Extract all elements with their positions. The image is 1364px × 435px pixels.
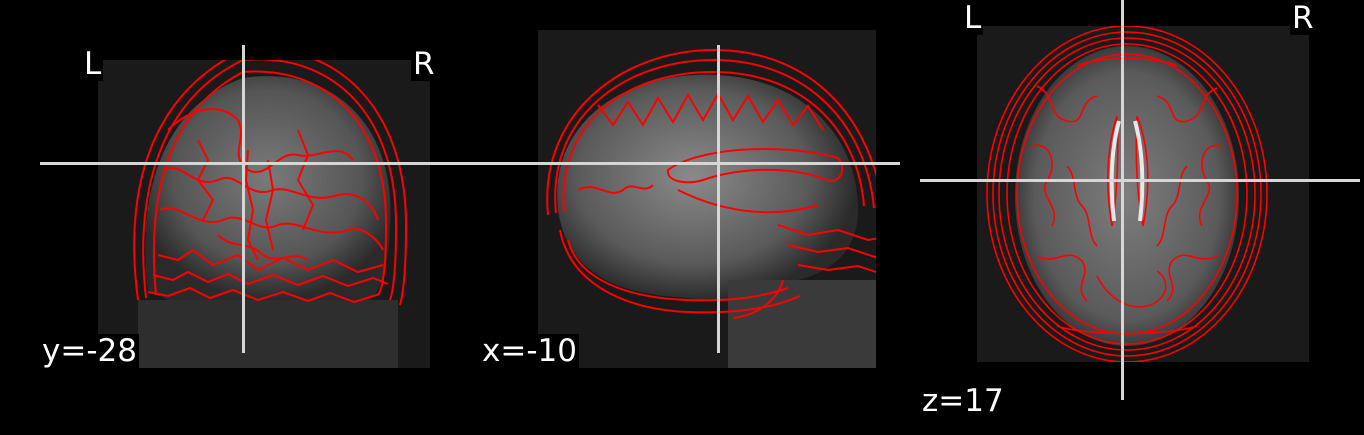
axial-coordinate-label: z=17 <box>920 383 1006 419</box>
sagittal-slice-image <box>538 30 876 368</box>
sagittal-view[interactable]: x=-10 <box>440 0 920 435</box>
axial-view[interactable]: L R z=17 <box>920 0 1364 435</box>
axial-slice-image <box>977 26 1309 362</box>
coronal-crosshair-vertical <box>242 45 245 353</box>
axial-crosshair-vertical <box>1121 0 1124 400</box>
axial-right-label: R <box>1290 0 1316 36</box>
sagittal-coordinate-label: x=-10 <box>480 333 579 369</box>
coronal-coordinate-label: y=-28 <box>40 333 139 369</box>
axial-crosshair-horizontal <box>920 179 1360 182</box>
axial-brain-graphic <box>986 26 1268 362</box>
coronal-view[interactable]: L R y=-28 <box>0 0 440 435</box>
coronal-right-label: R <box>411 46 437 82</box>
crosshair-horizontal-coronal-sagittal <box>40 162 900 165</box>
sagittal-crosshair-vertical <box>717 45 720 353</box>
axial-left-label: L <box>962 0 984 36</box>
coronal-brain-graphic <box>133 60 408 368</box>
coronal-left-label: L <box>82 46 104 82</box>
coronal-slice-image <box>98 60 430 368</box>
sagittal-brain-graphic <box>546 48 876 368</box>
